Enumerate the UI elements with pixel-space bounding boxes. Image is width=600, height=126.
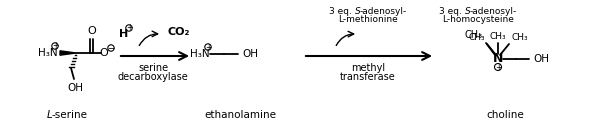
Text: CH₃: CH₃ <box>511 33 527 42</box>
Text: H₃N: H₃N <box>38 48 58 58</box>
Text: S: S <box>465 7 471 15</box>
Text: O: O <box>100 48 109 58</box>
Text: OH: OH <box>533 54 549 64</box>
Text: +: + <box>52 41 58 51</box>
Text: O: O <box>87 26 96 36</box>
Text: L: L <box>46 110 52 120</box>
Text: +: + <box>126 24 132 33</box>
Text: -adenosyl-: -adenosyl- <box>470 7 517 15</box>
Text: transferase: transferase <box>340 72 396 82</box>
Text: 3 eq.: 3 eq. <box>329 7 355 15</box>
Text: decarboxylase: decarboxylase <box>118 72 188 82</box>
Polygon shape <box>60 51 76 55</box>
Text: +: + <box>495 62 501 71</box>
Text: L-methionine: L-methionine <box>338 14 398 24</box>
Text: +: + <box>205 42 211 52</box>
Text: 3 eq.: 3 eq. <box>439 7 465 15</box>
Text: L-homocysteine: L-homocysteine <box>442 14 514 24</box>
FancyArrowPatch shape <box>336 31 353 45</box>
Text: OH: OH <box>242 49 258 59</box>
Text: CH₃: CH₃ <box>465 30 483 40</box>
Text: -serine: -serine <box>52 110 88 120</box>
Text: −: − <box>107 43 115 53</box>
FancyArrowPatch shape <box>139 31 158 45</box>
Text: -adenosyl-: -adenosyl- <box>360 7 407 15</box>
Text: serine: serine <box>138 63 168 73</box>
Text: H₃N: H₃N <box>190 49 210 59</box>
Text: CO₂: CO₂ <box>168 27 190 37</box>
Text: CH₃: CH₃ <box>490 32 506 41</box>
Text: H: H <box>119 29 128 39</box>
Text: N: N <box>493 53 503 66</box>
Text: choline: choline <box>486 110 524 120</box>
Text: CH₃: CH₃ <box>469 33 485 42</box>
Text: S: S <box>355 7 361 15</box>
Text: OH: OH <box>67 83 83 93</box>
Text: methyl: methyl <box>351 63 385 73</box>
Text: ethanolamine: ethanolamine <box>204 110 276 120</box>
